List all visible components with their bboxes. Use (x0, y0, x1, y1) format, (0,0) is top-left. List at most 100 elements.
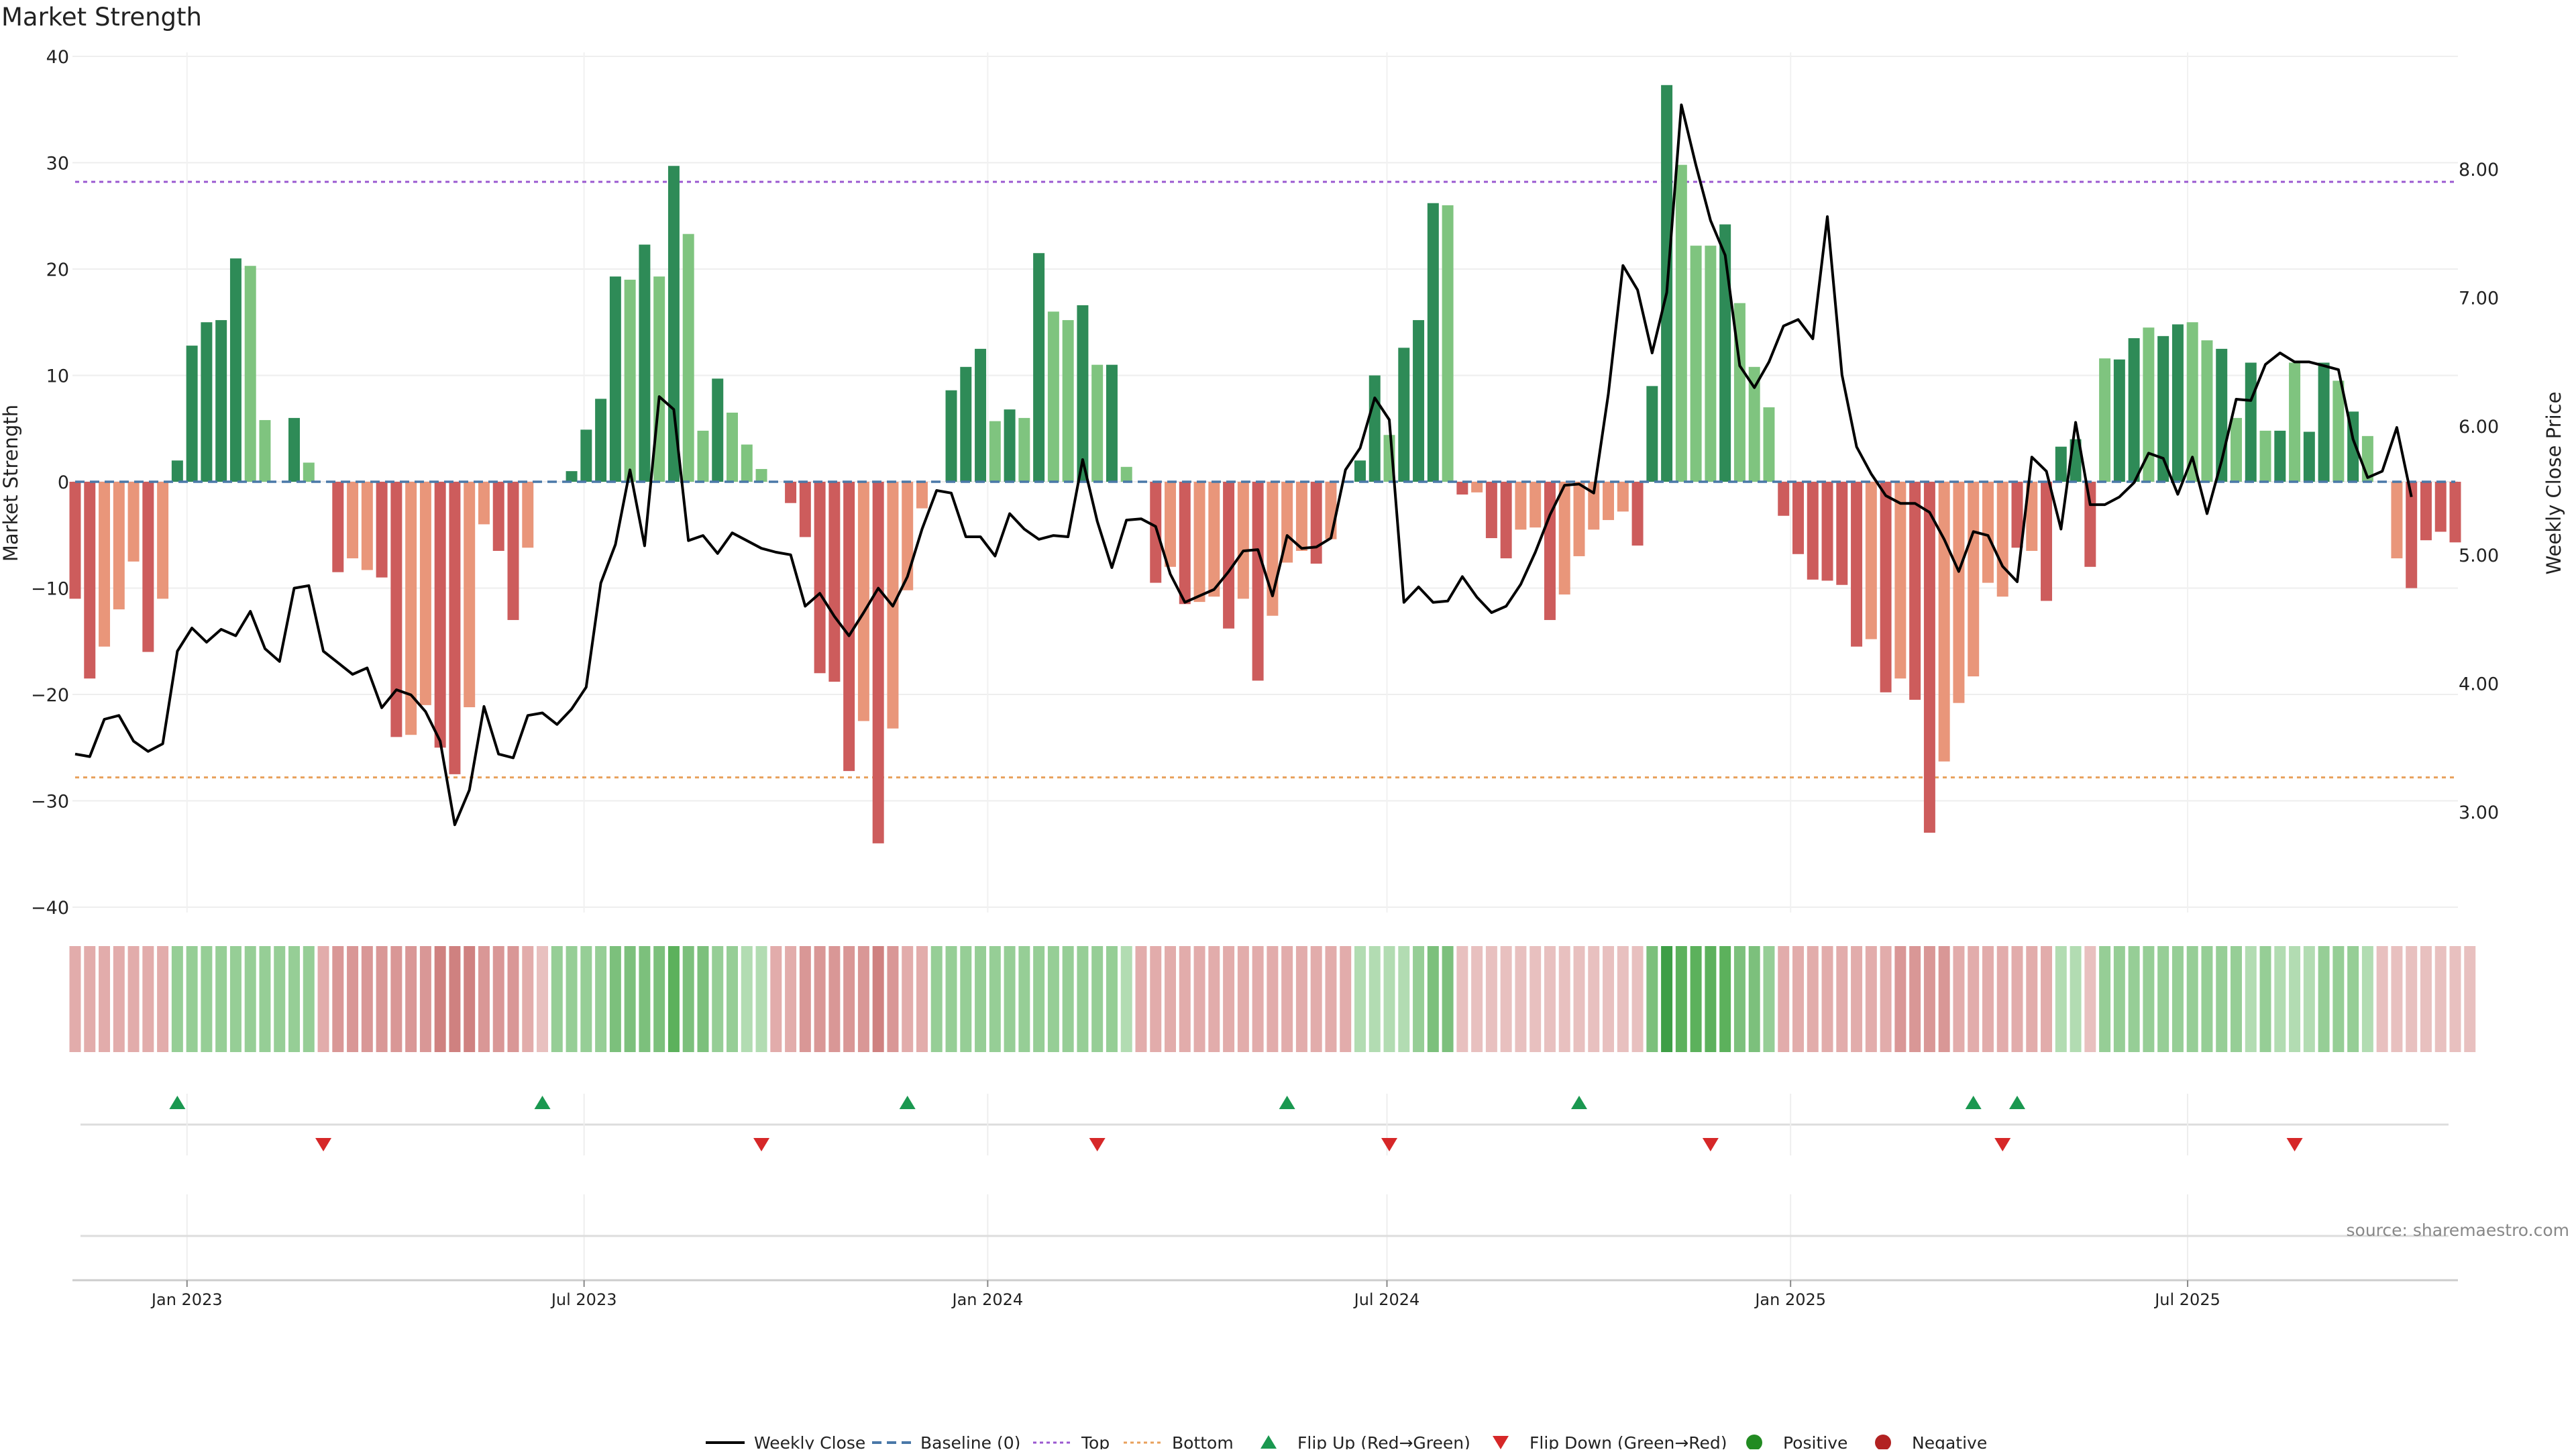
strength-bar (229, 258, 241, 482)
source-label: source: sharemaestro.com (2347, 1221, 2570, 1240)
heat-cell (1398, 946, 1410, 1052)
strength-bar (727, 412, 738, 482)
strength-bar (259, 420, 271, 482)
strength-bar (2420, 482, 2432, 541)
strength-bar (1690, 246, 1702, 482)
legend-swatch-positive (1746, 1435, 1762, 1451)
legend-label: Weekly Close (754, 1433, 865, 1449)
heat-cell (244, 946, 256, 1052)
heat-cell (1456, 946, 1468, 1052)
heat-cell (1515, 946, 1527, 1052)
heat-cell (347, 946, 359, 1052)
strength-bar (2391, 482, 2403, 559)
heat-cell (1413, 946, 1425, 1052)
heat-cell (1004, 946, 1016, 1052)
strength-bar (872, 482, 884, 843)
heat-cell (1851, 946, 1863, 1052)
y-tick-label-left: −30 (31, 792, 69, 813)
heat-cell (1763, 946, 1775, 1052)
y-tick-label-right: 4.00 (2459, 674, 2499, 694)
heat-cell (1719, 946, 1731, 1052)
x-tick-label: Jul 2025 (2153, 1290, 2220, 1309)
strength-bar (464, 482, 476, 708)
heat-cell (1500, 946, 1512, 1052)
heat-cell (1617, 946, 1629, 1052)
strength-bar (113, 482, 125, 610)
strength-bar (2026, 482, 2038, 552)
strength-bar (1982, 482, 1994, 583)
strength-bar (741, 444, 753, 482)
strength-bar (1544, 482, 1556, 621)
strength-bar (2113, 359, 2125, 482)
x-tick-label: Jan 2025 (1754, 1290, 1826, 1309)
heat-cell (1165, 946, 1177, 1052)
y-tick-label-right: 7.00 (2459, 289, 2499, 309)
strength-bar (1529, 482, 1542, 528)
heat-cell (2099, 946, 2111, 1052)
heat-cell (566, 946, 578, 1052)
heat-cell (712, 946, 724, 1052)
heat-cell (1996, 946, 2008, 1052)
strength-bar (960, 366, 972, 482)
heat-cell (2376, 946, 2388, 1052)
strength-bar (1120, 466, 1132, 482)
heat-cell (142, 946, 154, 1052)
heat-cell (1223, 946, 1235, 1052)
heat-cell (1208, 946, 1220, 1052)
strength-bar (171, 460, 183, 482)
heat-cell (916, 946, 928, 1052)
strength-bar (127, 482, 140, 562)
heat-cell (127, 946, 140, 1052)
legend-label: Bottom (1172, 1433, 1234, 1449)
heat-cell (2157, 946, 2169, 1052)
flip-down-marker (1994, 1138, 2011, 1151)
legend-swatch-flip-up (1260, 1435, 1277, 1449)
strength-bar (1880, 482, 1892, 692)
heat-cell (653, 946, 665, 1052)
strength-bar (1573, 482, 1585, 556)
legend-label: Flip Up (Red→Green) (1297, 1433, 1470, 1449)
y-axis-label-left: Market Strength (0, 405, 22, 562)
y-ticks-right: 3.00 4.00 5.00 6.00 7.00 8.00 (2459, 160, 2499, 823)
x-tick-label: Jul 2024 (1353, 1290, 1420, 1309)
strength-bar (755, 468, 767, 482)
heat-cell (288, 946, 300, 1052)
heat-cell (1193, 946, 1205, 1052)
strength-bar (1938, 482, 1950, 762)
strength-bar (1705, 246, 1717, 482)
strength-bar (1558, 482, 1570, 595)
flip-down-marker (2286, 1138, 2303, 1151)
heat-cell (828, 946, 841, 1052)
heat-cell (2113, 946, 2125, 1052)
strength-bar (1719, 224, 1731, 482)
heat-cell (390, 946, 402, 1052)
strength-bar (69, 482, 81, 599)
heat-cell (113, 946, 125, 1052)
heat-cell (1938, 946, 1950, 1052)
strength-bar (303, 462, 315, 482)
legend: Weekly Close Baseline (0) Top Bottom Flip Up… (706, 1433, 1987, 1452)
strength-bar (1018, 417, 1030, 482)
heat-cell (507, 946, 519, 1052)
x-tick-label: Jan 2024 (951, 1290, 1023, 1309)
strength-bar (828, 482, 841, 682)
heat-cell (2201, 946, 2213, 1052)
heat-cell (1836, 946, 1848, 1052)
strength-bar (1923, 482, 1935, 833)
strength-bars (69, 85, 2461, 843)
strength-bar (2084, 482, 2096, 567)
strength-bar (1748, 366, 1760, 482)
strength-bar (1208, 482, 1220, 597)
heat-cell (1033, 946, 1045, 1052)
heat-cell (259, 946, 271, 1052)
strength-bar (405, 482, 417, 735)
strength-bar (1996, 482, 2008, 597)
strength-bar (2318, 362, 2330, 482)
strength-bar (1223, 482, 1235, 629)
heat-cell (2361, 946, 2373, 1052)
heat-cell (1880, 946, 1892, 1052)
strength-bar (1909, 482, 1921, 700)
strength-bar (785, 482, 797, 503)
legend-swatch-flip-down (1493, 1436, 1509, 1449)
heat-cell (1923, 946, 1935, 1052)
